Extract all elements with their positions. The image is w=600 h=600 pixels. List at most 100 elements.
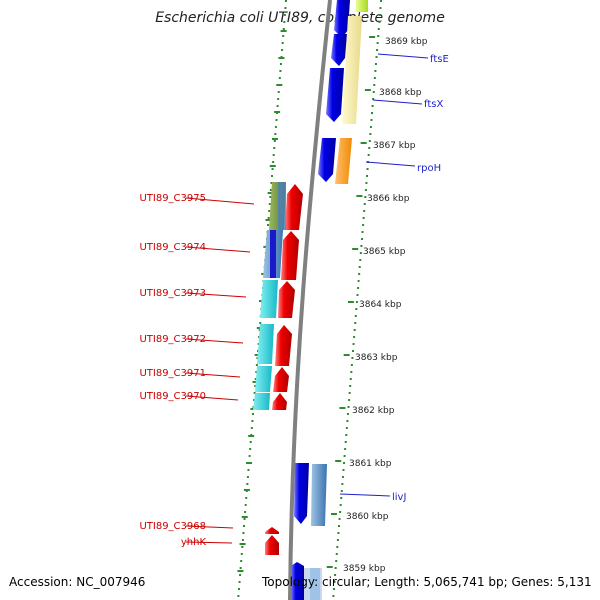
track-dot: [344, 441, 347, 443]
gene-leader-line: [185, 395, 239, 401]
track-dot: [349, 385, 352, 387]
category-bar: [270, 230, 276, 278]
gene-UTI89_C3970-arrow: [272, 393, 287, 410]
track-dot: [364, 189, 367, 191]
track-tick: [330, 513, 337, 515]
gene-livJ-arrow: [294, 463, 309, 524]
tick-label: 3859 kbp: [343, 564, 386, 574]
track-dot: [244, 511, 247, 513]
track-dot: [353, 329, 356, 331]
gene-leader-line: [185, 338, 244, 344]
category-bar: [342, 16, 362, 124]
track-dot: [332, 595, 335, 597]
track-dot: [371, 112, 374, 114]
gene-rpoH-arrow: [318, 138, 336, 182]
track-dot: [268, 203, 271, 205]
gene-leader-line: [372, 99, 423, 105]
track-dot: [277, 91, 280, 93]
gene-label[interactable]: UTI89_C3971: [139, 368, 206, 379]
track-tick: [280, 30, 287, 32]
track-tick: [243, 489, 250, 491]
track-tick: [274, 111, 281, 113]
track-tick: [269, 165, 276, 167]
track-dot: [336, 539, 339, 541]
track-dot: [378, 21, 381, 23]
track-dot: [275, 119, 278, 121]
track-dot: [376, 42, 379, 44]
track-dot: [269, 196, 272, 198]
track-dot: [281, 42, 284, 44]
track-dot: [357, 287, 360, 289]
track-tick: [241, 516, 248, 518]
gene-label[interactable]: ftsX: [424, 99, 443, 110]
gene-label[interactable]: UTI89_C3968: [139, 521, 206, 532]
gene-label[interactable]: UTI89_C3973: [139, 288, 206, 299]
gene-label[interactable]: UTI89_C3970: [139, 391, 206, 402]
track-dot: [362, 217, 365, 219]
track-dot: [374, 70, 377, 72]
category-bar: [257, 324, 274, 364]
track-dot: [333, 581, 336, 583]
track-dot: [247, 469, 250, 471]
track-dot: [255, 371, 258, 373]
track-tick: [237, 570, 244, 572]
track-dot: [372, 98, 375, 100]
track-dot: [268, 210, 271, 212]
track-dot: [345, 434, 348, 436]
track-dot: [367, 154, 370, 156]
track-dot: [334, 574, 337, 576]
track-dot: [332, 588, 335, 590]
track-dot: [276, 105, 279, 107]
track-tick: [326, 566, 333, 568]
track-dot: [273, 140, 276, 142]
track-dot: [352, 343, 355, 345]
track-dot: [253, 399, 256, 401]
gene-label[interactable]: rpoH: [417, 163, 441, 174]
gene-leader-line: [185, 197, 255, 205]
gene-label[interactable]: ftsE: [430, 54, 449, 65]
category-bar: [278, 182, 286, 230]
track-dot: [246, 476, 249, 478]
track-dot: [283, 14, 286, 16]
track-dot: [282, 35, 285, 37]
category-bar: [356, 0, 368, 12]
gene-label[interactable]: UTI89_C3972: [139, 334, 206, 345]
track-dot: [282, 28, 285, 30]
track-dot: [376, 49, 379, 51]
track-dot: [351, 357, 354, 359]
track-dot: [366, 175, 368, 177]
tick-label: 3861 kbp: [349, 459, 392, 469]
track-dot: [271, 175, 273, 177]
gene-label[interactable]: UTI89_C3974: [139, 242, 206, 253]
track-dot: [345, 427, 348, 429]
track-dot: [238, 581, 241, 583]
gene-partial-arrow: [291, 562, 304, 600]
gene-label[interactable]: UTI89_C3975: [139, 193, 206, 204]
track-tick: [248, 435, 255, 437]
tick-label: 3869 kbp: [385, 37, 428, 47]
track-dot: [343, 455, 346, 457]
gene-label[interactable]: livJ: [392, 492, 406, 503]
track-dot: [251, 413, 254, 415]
track-dot: [346, 420, 349, 422]
track-dot: [344, 448, 347, 450]
track-dot: [243, 525, 245, 527]
track-dot: [285, 0, 287, 2]
gene-leader-line: [339, 493, 391, 497]
tick-label: 3866 kbp: [367, 194, 410, 204]
track-dot: [249, 441, 252, 443]
track-tick: [369, 36, 376, 38]
track-dot: [355, 301, 358, 303]
tick-label: 3860 kbp: [346, 512, 389, 522]
track-dot: [251, 420, 254, 422]
track-dot: [338, 525, 340, 527]
track-dot: [379, 7, 382, 9]
category-bar: [255, 366, 272, 392]
track-dot: [377, 35, 380, 37]
track-dot: [242, 532, 245, 534]
track-dot: [267, 217, 270, 219]
category-bar: [260, 280, 278, 318]
gene-UTI89_C3974-arrow: [281, 231, 299, 280]
track-tick: [267, 192, 274, 194]
